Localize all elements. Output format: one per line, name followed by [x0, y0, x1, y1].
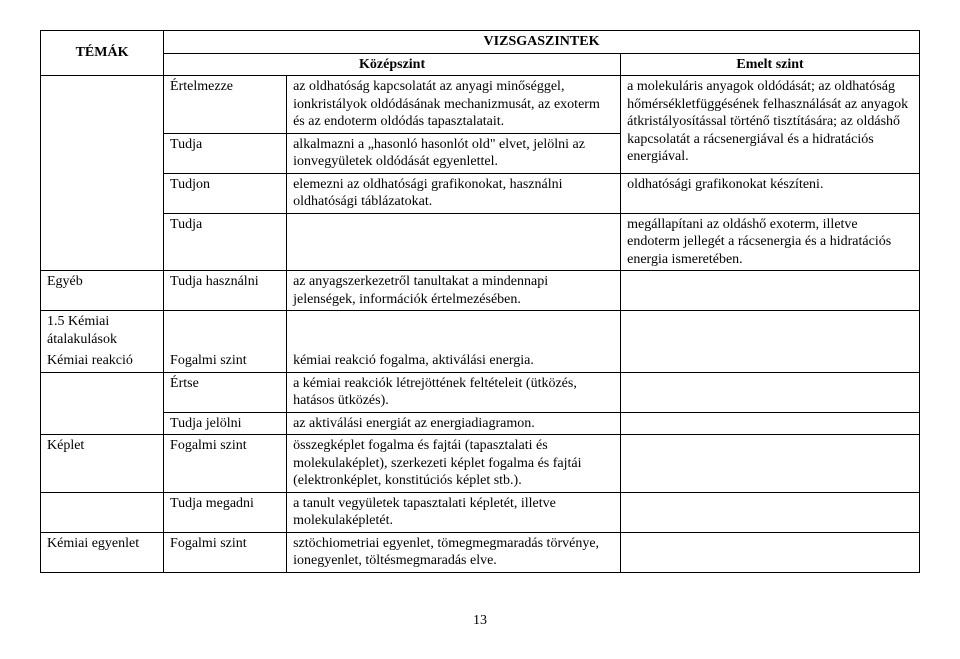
- cell-kozep: a tanult vegyületek tapasztalati képleté…: [287, 492, 621, 532]
- table-row: Tudja megállapítani az oldáshő exoterm, …: [41, 213, 920, 271]
- cell-topic: Kémiai egyenlet: [41, 532, 164, 572]
- cell-topic: Kémiai reakció: [41, 350, 164, 372]
- cell-verb: Értse: [164, 372, 287, 412]
- header-vizsgaszintek: VIZSGASZINTEK: [164, 31, 920, 54]
- cell-kozep: az anyagszerkezetről tanultakat a minden…: [287, 271, 621, 311]
- cell-emelt: oldhatósági grafikonokat készíteni.: [621, 173, 920, 213]
- cell-kozep: elemezni az oldhatósági grafikonokat, ha…: [287, 173, 621, 213]
- cell-verb: Fogalmi szint: [164, 532, 287, 572]
- cell-kozep: a kémiai reakciók létrejöttének feltétel…: [287, 372, 621, 412]
- cell-emelt: megállapítani az oldáshő exoterm, illetv…: [621, 213, 920, 271]
- cell-verb: Fogalmi szint: [164, 350, 287, 372]
- table-row: Tudja megadni a tanult vegyületek tapasz…: [41, 492, 920, 532]
- cell-kozep: sztöchiometriai egyenlet, tömegmegmaradá…: [287, 532, 621, 572]
- cell-kozep: kémiai reakció fogalma, aktiválási energ…: [287, 350, 621, 372]
- page-number: 13: [40, 613, 920, 629]
- cell-verb: Tudja jelölni: [164, 412, 287, 435]
- table-row: Egyéb Tudja használni az anyagszerkezetr…: [41, 271, 920, 311]
- table-row: Értelmezze az oldhatóság kapcsolatát az …: [41, 76, 920, 134]
- cell-topic: Egyéb: [41, 271, 164, 311]
- table-row: 1.5 Kémiai átalakulások: [41, 311, 920, 351]
- cell-verb: Fogalmi szint: [164, 435, 287, 493]
- cell-kozep: összegképlet fogalma és fajtái (tapaszta…: [287, 435, 621, 493]
- cell-verb: Értelmezze: [164, 76, 287, 134]
- cell-emelt: a molekuláris anyagok oldódását; az oldh…: [621, 76, 920, 174]
- header-kozepszint: Középszint: [164, 53, 621, 76]
- cell-verb: Tudja használni: [164, 271, 287, 311]
- table-row: Kémiai reakció Fogalmi szint kémiai reak…: [41, 350, 920, 372]
- cell-topic: 1.5 Kémiai átalakulások: [41, 311, 164, 351]
- cell-kozep: alkalmazni a „hasonló hasonlót old" elve…: [287, 133, 621, 173]
- table-row: Kémiai egyenlet Fogalmi szint sztöchiome…: [41, 532, 920, 572]
- curriculum-table: TÉMÁK VIZSGASZINTEK Középszint Emelt szi…: [40, 30, 920, 573]
- cell-verb: Tudja: [164, 133, 287, 173]
- cell-kozep: az aktiválási energiát az energiadiagram…: [287, 412, 621, 435]
- table-row: Tudja jelölni az aktiválási energiát az …: [41, 412, 920, 435]
- cell-verb: Tudja megadni: [164, 492, 287, 532]
- cell-verb: Tudjon: [164, 173, 287, 213]
- header-temak: TÉMÁK: [41, 31, 164, 76]
- cell-verb: Tudja: [164, 213, 287, 271]
- table-row: Képlet Fogalmi szint összegképlet fogalm…: [41, 435, 920, 493]
- cell-kozep: az oldhatóság kapcsolatát az anyagi minő…: [287, 76, 621, 134]
- table-row: Tudjon elemezni az oldhatósági grafikono…: [41, 173, 920, 213]
- table-row: Értse a kémiai reakciók létrejöttének fe…: [41, 372, 920, 412]
- cell-topic: Képlet: [41, 435, 164, 493]
- header-emelt: Emelt szint: [621, 53, 920, 76]
